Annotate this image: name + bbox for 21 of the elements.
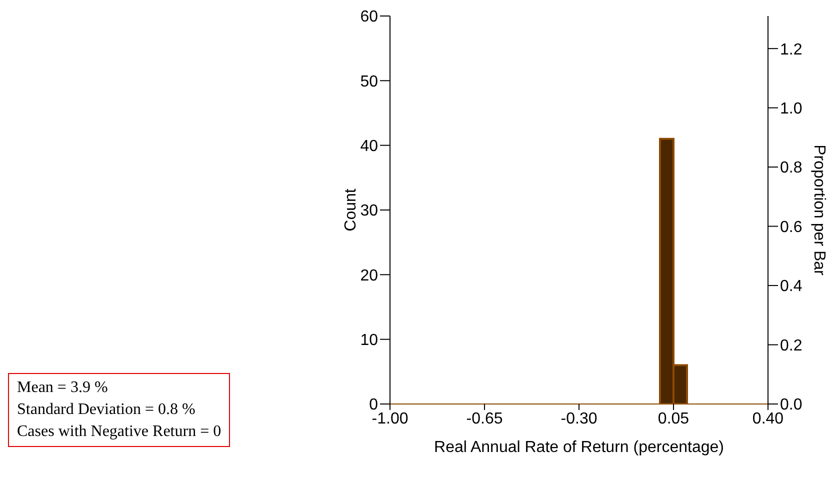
text: Mean = 3.9 % [17, 378, 109, 398]
y2-tick-label: 0.2 [780, 337, 802, 354]
y2-tick-label: 0.8 [780, 160, 802, 177]
x-axis-title: Real Annual Rate of Return (percentage) [434, 439, 724, 456]
y-tick-label: 10 [360, 332, 378, 350]
y-tick-label: 20 [360, 267, 378, 284]
y2-tick-label: 1.0 [780, 100, 802, 118]
x-tick-label: -0.65 [466, 410, 503, 428]
x-tick-label: -0.30 [560, 410, 598, 428]
y-tick-label: 60 [360, 8, 378, 26]
y2-tick-label: 0.4 [780, 278, 802, 296]
text: Cases with Negative Return = 0 [17, 422, 222, 442]
y2-tick-label: 0.6 [780, 218, 802, 236]
y-tick-label: 40 [360, 138, 378, 156]
y2-axis-title: Proportion per Bar [810, 144, 828, 276]
y-tick-label: 30 [360, 202, 378, 220]
y-axis-title: Count [342, 188, 360, 232]
text: Standard Deviation = 0.8 % [17, 400, 196, 420]
x-tick-label: 0.05 [658, 410, 690, 428]
y-tick-label: 50 [360, 73, 378, 90]
y2-tick-label: 1.2 [780, 41, 802, 58]
